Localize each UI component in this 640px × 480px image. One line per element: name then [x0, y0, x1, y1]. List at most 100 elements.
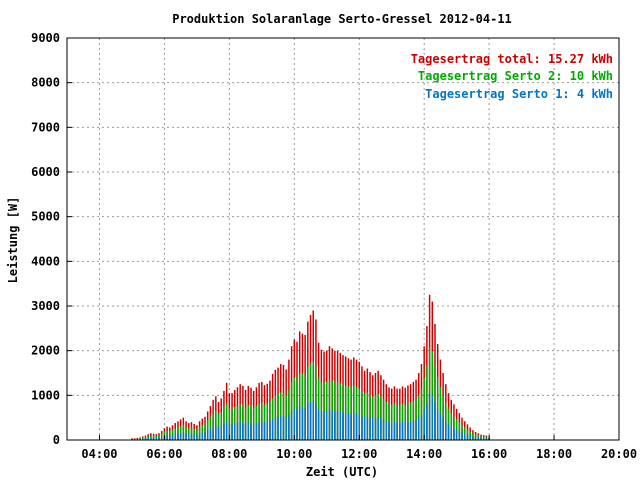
bar-serto-1: [474, 437, 477, 440]
bar-serto-1: [331, 410, 333, 440]
bar-serto-1: [482, 438, 485, 440]
bar-serto-2: [223, 407, 225, 440]
x-tick-label: 10:00: [276, 447, 312, 461]
bar-serto-1: [185, 433, 187, 440]
bar-serto-1: [466, 434, 469, 440]
bar-serto-2: [150, 435, 152, 440]
bar-serto-1: [298, 406, 301, 440]
bar-serto-1: [312, 400, 314, 440]
bar-serto-1: [334, 410, 336, 440]
bar-serto-2: [439, 387, 442, 440]
bar-serto-1: [461, 432, 463, 440]
bar-serto-2: [434, 364, 436, 440]
x-tick-label: 20:00: [601, 447, 637, 461]
bar-serto-1: [277, 417, 279, 440]
bar-serto-1: [247, 422, 250, 440]
bar-serto-1: [374, 417, 377, 440]
bar-serto-1: [255, 423, 258, 440]
bar-serto-1: [358, 414, 360, 440]
bar-serto-2: [315, 366, 317, 440]
bar-serto-1: [198, 433, 201, 440]
y-tick-label: 8000: [31, 76, 60, 90]
bar-serto-1: [309, 401, 312, 440]
bar-serto-1: [171, 434, 174, 440]
bar-serto-1: [307, 403, 309, 440]
bar-serto-2: [428, 347, 431, 440]
bar-serto-1: [472, 436, 474, 440]
bar-serto-2: [420, 389, 423, 440]
bar-serto-2: [139, 438, 141, 440]
y-tick-label: 7000: [31, 120, 60, 134]
bar-serto-1: [447, 424, 450, 440]
bar-serto-1: [236, 423, 239, 440]
bar-serto-1: [174, 434, 176, 440]
bar-serto-1: [160, 436, 163, 440]
bar-serto-1: [426, 402, 428, 440]
bar-serto-1: [250, 423, 252, 440]
bar-serto-1: [182, 432, 185, 440]
bar-serto-1: [296, 409, 298, 440]
bar-serto-1: [323, 411, 325, 440]
bar-serto-1: [212, 426, 214, 440]
bar-serto-2: [190, 427, 193, 440]
bar-serto-2: [477, 435, 480, 440]
bar-serto-1: [274, 417, 277, 440]
bar-serto-2: [385, 402, 388, 440]
bar-serto-1: [315, 403, 317, 440]
bar-serto-2: [209, 416, 212, 440]
bar-serto-2: [480, 436, 482, 440]
bar-serto-2: [252, 407, 255, 440]
bar-serto-1: [263, 422, 266, 440]
bar-serto-2: [464, 427, 466, 440]
bar-serto-1: [485, 438, 488, 440]
bar-serto-1: [206, 430, 209, 440]
bar-serto-1: [388, 422, 390, 440]
bar-serto-1: [301, 406, 304, 440]
bar-serto-2: [355, 387, 358, 440]
bar-serto-2: [404, 404, 406, 440]
bar-serto-1: [342, 412, 344, 440]
bar-serto-1: [355, 413, 358, 440]
y-tick-label: 0: [53, 433, 60, 447]
x-tick-label: 04:00: [81, 447, 117, 461]
bar-serto-1: [404, 422, 406, 440]
bar-serto-2: [431, 351, 434, 440]
bar-serto-1: [428, 393, 431, 440]
bar-serto-2: [320, 381, 323, 440]
bar-serto-1: [382, 419, 385, 440]
bar-serto-1: [282, 416, 285, 440]
bar-serto-1: [396, 422, 398, 440]
bar-serto-1: [220, 426, 222, 440]
bar-serto-1: [409, 421, 412, 440]
y-tick-label: 1000: [31, 388, 60, 402]
bar-serto-2: [217, 414, 220, 440]
bar-serto-1: [217, 427, 220, 440]
bar-serto-2: [158, 435, 160, 440]
bar-serto-1: [455, 429, 458, 440]
bar-serto-1: [450, 426, 452, 440]
bar-serto-2: [418, 395, 420, 440]
bar-serto-2: [485, 436, 488, 440]
bar-serto-2: [372, 396, 374, 440]
bar-serto-1: [453, 428, 455, 440]
bar-serto-1: [280, 415, 282, 440]
y-tick-label: 6000: [31, 165, 60, 179]
bar-serto-2: [458, 422, 461, 440]
bar-serto-1: [326, 410, 328, 440]
bar-serto-1: [285, 417, 287, 440]
bar-serto-2: [231, 408, 233, 440]
legend-entry-serto-2: Tagesertrag Serto 2: 10 kWh: [418, 69, 613, 83]
bar-serto-2: [236, 406, 239, 440]
bar-total: [131, 438, 133, 440]
bar-serto-2: [193, 428, 195, 440]
bar-serto-1: [369, 417, 371, 440]
legend: Tagesertrag total: 15.27 kWh Tagesertrag…: [411, 52, 613, 101]
bar-serto-1: [401, 421, 404, 440]
bar-serto-1: [204, 431, 206, 440]
bar-serto-1: [166, 435, 168, 440]
bar-serto-1: [431, 395, 434, 440]
bar-serto-2: [407, 403, 409, 440]
bar-serto-1: [407, 421, 409, 440]
bar-serto-2: [301, 373, 304, 440]
bar-serto-1: [188, 434, 190, 440]
